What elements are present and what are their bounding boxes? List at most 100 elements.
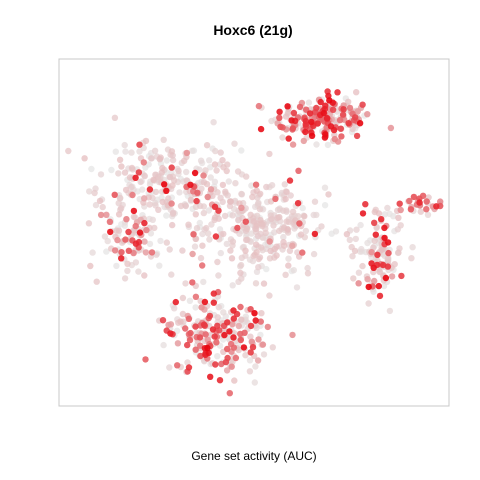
scatter-point xyxy=(322,102,329,109)
scatter-point xyxy=(183,149,191,157)
scatter-point xyxy=(149,216,156,223)
scatter-point xyxy=(156,262,163,269)
scatter-point xyxy=(346,104,354,112)
scatter-point xyxy=(238,204,245,211)
scatter-point xyxy=(351,247,359,255)
scatter-point xyxy=(207,186,215,193)
scatter-point xyxy=(283,218,290,225)
scatter-point xyxy=(249,257,257,265)
scatter-point xyxy=(210,299,217,306)
scatter-point xyxy=(96,197,104,205)
scatter-point xyxy=(132,240,140,247)
scatter-point xyxy=(322,131,329,138)
scatter-point xyxy=(163,157,170,164)
scatter-point xyxy=(295,167,302,174)
scatter-point xyxy=(297,231,305,238)
scatter-point xyxy=(220,230,227,238)
scatter-point xyxy=(238,190,245,198)
scatter-point xyxy=(325,191,332,198)
scatter-point xyxy=(378,246,385,254)
scatter-point xyxy=(374,251,381,258)
scatter-point xyxy=(203,180,211,188)
scatter-point xyxy=(304,270,312,277)
scatter-point xyxy=(212,147,219,155)
scatter-point xyxy=(252,181,260,188)
scatter-point xyxy=(121,141,128,149)
scatter-point xyxy=(189,250,196,258)
scatter-point xyxy=(329,106,337,114)
scatter-point xyxy=(301,213,308,220)
scatter-point xyxy=(174,340,182,347)
scatter-point xyxy=(141,238,148,245)
scatter-point xyxy=(115,170,122,177)
scatter-point xyxy=(321,202,329,209)
scatter-point xyxy=(203,142,211,149)
scatter-point xyxy=(177,202,185,210)
scatter-point xyxy=(148,249,156,256)
scatter-point xyxy=(313,104,320,112)
scatter-point xyxy=(365,300,372,307)
scatter-point xyxy=(252,317,259,324)
scatter-point xyxy=(271,229,278,236)
scatter-point xyxy=(371,219,378,226)
scatter-point xyxy=(148,155,155,162)
scatter-point xyxy=(357,221,364,229)
scatter-point xyxy=(190,231,197,238)
scatter-point xyxy=(310,250,318,258)
scatter-point xyxy=(201,298,209,306)
scatter-point xyxy=(194,189,201,196)
scatter-point xyxy=(321,184,329,191)
scatter-point xyxy=(107,228,114,236)
scatter-point xyxy=(214,322,221,329)
scatter-point xyxy=(176,189,183,196)
scatter-point xyxy=(192,211,199,218)
scatter-point xyxy=(200,321,208,328)
scatter-point xyxy=(223,367,231,374)
scatter-point xyxy=(169,221,176,229)
scatter-point xyxy=(207,174,214,181)
scatter-point xyxy=(352,235,359,243)
scatter-point xyxy=(355,280,362,287)
scatter-point xyxy=(417,208,424,215)
scatter-point xyxy=(223,240,230,248)
scatter-point xyxy=(118,249,125,256)
scatter-point xyxy=(359,262,366,270)
scatter-point xyxy=(185,315,193,322)
scatter-point xyxy=(143,226,150,234)
scatter-point xyxy=(175,167,182,175)
scatter-point xyxy=(163,212,170,219)
scatter-point xyxy=(424,211,432,218)
scatter-point xyxy=(228,363,235,370)
scatter-point xyxy=(97,211,105,219)
scatter-point xyxy=(407,206,415,213)
scatter-point xyxy=(192,323,199,330)
scatter-point xyxy=(254,357,262,364)
scatter-point xyxy=(227,198,234,205)
scatter-point xyxy=(364,111,371,118)
scatter-point xyxy=(174,362,181,369)
scatter-point xyxy=(433,203,440,210)
scatter-point xyxy=(193,224,201,232)
scatter-point xyxy=(135,169,143,176)
scatter-point xyxy=(381,234,388,242)
scatter-point xyxy=(166,364,173,371)
scatter-point xyxy=(410,193,418,201)
scatter-point xyxy=(338,133,345,140)
scatter-point xyxy=(226,328,233,335)
scatter-point xyxy=(212,233,220,240)
scatter-point xyxy=(313,141,320,148)
scatter-point xyxy=(135,268,142,275)
scatter-point xyxy=(171,305,178,312)
scatter-point xyxy=(161,181,168,188)
scatter-point xyxy=(257,125,265,133)
scatter-point xyxy=(311,198,319,205)
scatter-point xyxy=(326,97,333,104)
scatter-point xyxy=(209,326,217,333)
scatter-point xyxy=(397,222,404,229)
scatter-point xyxy=(158,169,165,176)
scatter-point xyxy=(359,101,366,108)
scatter-point xyxy=(101,233,109,240)
scatter-point xyxy=(192,304,199,311)
scatter-point xyxy=(280,239,287,246)
scatter-point xyxy=(354,108,361,115)
